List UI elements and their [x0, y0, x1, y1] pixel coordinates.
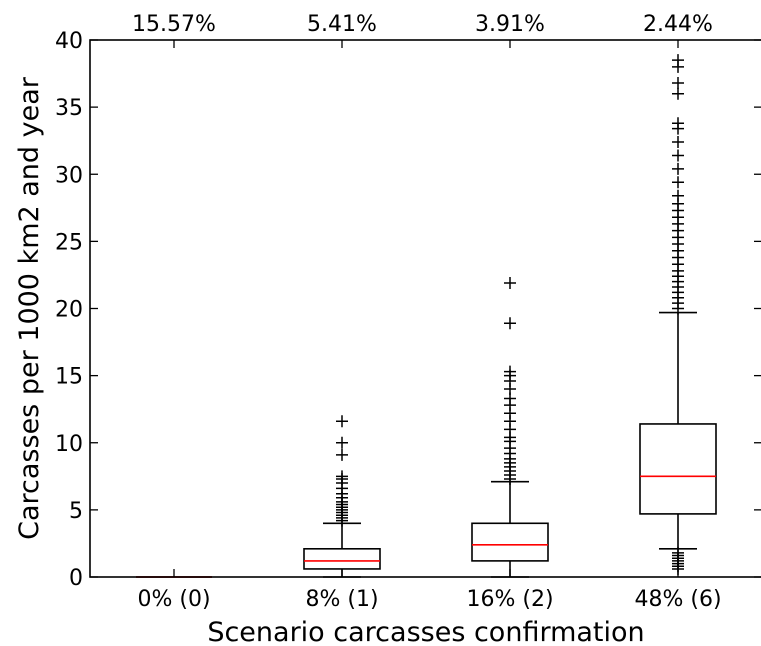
x-tick-label: 0% (0): [137, 587, 210, 612]
x-axis: 0% (0) 8% (1) 16% (2) 48% (6): [137, 40, 722, 612]
outlier-point: [504, 365, 516, 378]
box-group: [471, 276, 549, 578]
y-axis-title: Carcasses per 1000 km2 and year: [14, 76, 45, 540]
box-iqr: [471, 522, 549, 562]
y-tick-label: 35: [55, 96, 83, 121]
outlier-point: [336, 415, 348, 428]
box-iqr: [303, 548, 381, 570]
x-tick-label: 16% (2): [466, 587, 553, 612]
outlier-point: [336, 436, 348, 449]
x-tick-label: 8% (1): [305, 587, 378, 612]
outlier-point: [672, 87, 684, 100]
top-percentage-labels: 15.57% 5.41% 3.91% 2.44%: [132, 12, 713, 37]
y-tick-label: 25: [55, 230, 83, 255]
outlier-point: [672, 117, 684, 130]
box-group: [303, 415, 381, 578]
outlier-point: [672, 54, 684, 67]
y-tick-label: 15: [55, 365, 83, 390]
box-iqr: [639, 423, 717, 515]
x-axis-title: Scenario carcasses confirmation: [207, 617, 644, 646]
top-percentage-label: 5.41%: [307, 12, 377, 37]
outlier-point: [672, 176, 684, 189]
outlier-point: [672, 136, 684, 149]
top-percentage-label: 2.44%: [643, 12, 713, 37]
y-tick-label: 5: [69, 499, 83, 524]
box-series: [136, 54, 717, 578]
outlier-point: [672, 546, 684, 559]
outlier-point: [336, 448, 348, 461]
x-tick-label: 48% (6): [634, 587, 721, 612]
outlier-point: [672, 162, 684, 175]
outlier-point: [504, 317, 516, 330]
y-tick-label: 10: [55, 432, 83, 457]
outlier-point: [672, 189, 684, 202]
outlier-point: [672, 76, 684, 89]
y-tick-label: 0: [69, 566, 83, 591]
top-percentage-label: 15.57%: [132, 12, 216, 37]
outlier-point: [672, 149, 684, 162]
y-tick-label: 40: [55, 29, 83, 54]
top-percentage-label: 3.91%: [475, 12, 545, 37]
box-group: [639, 54, 717, 575]
y-tick-label: 30: [55, 163, 83, 188]
outlier-point: [504, 276, 516, 289]
y-tick-label: 20: [55, 298, 83, 323]
outlier-point: [336, 470, 348, 483]
